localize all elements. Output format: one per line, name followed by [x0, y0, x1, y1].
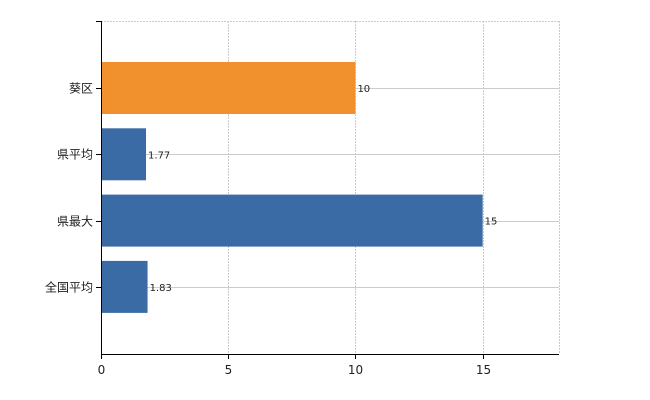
- x-tick-label-1: 0: [98, 363, 106, 377]
- bar-2: [102, 128, 147, 181]
- bar-4: [102, 260, 148, 313]
- x-tick-label-4: 15: [476, 363, 491, 377]
- x-tick-label-2: 5: [225, 363, 233, 377]
- y-tick-label-1: 葵区: [69, 82, 93, 96]
- x-tick-label-3: 10: [348, 363, 363, 377]
- data-label-2: 1.77: [148, 150, 170, 161]
- y-tick-label-3: 県最大: [57, 215, 93, 229]
- bars-layer: [102, 62, 483, 313]
- bar-3: [102, 194, 483, 247]
- y-tick-label-2: 県平均: [57, 148, 93, 162]
- data-label-1: 10: [357, 84, 370, 95]
- y-tick-label-4: 全国平均: [45, 280, 93, 295]
- data-label-4: 1.83: [150, 283, 172, 294]
- bar-1: [102, 62, 356, 114]
- axes-layer: [96, 21, 559, 359]
- data-label-3: 15: [485, 217, 498, 228]
